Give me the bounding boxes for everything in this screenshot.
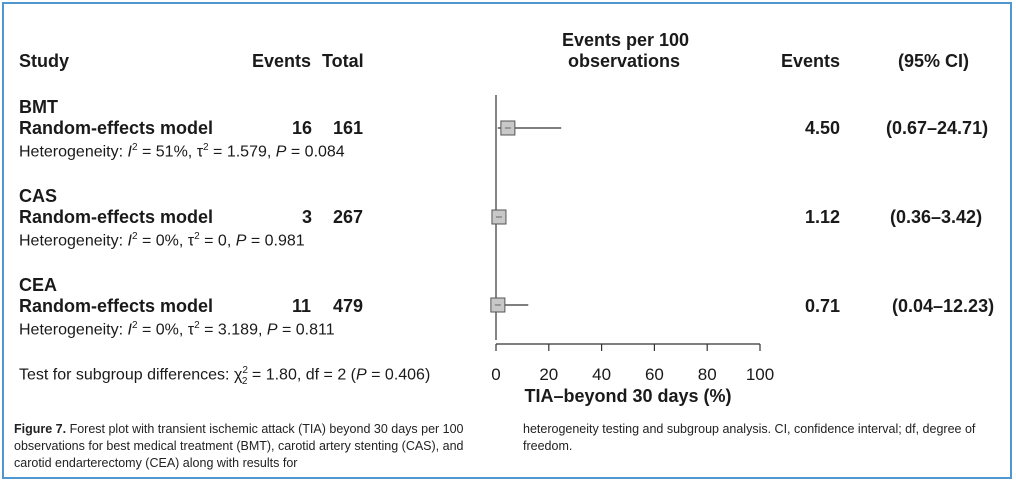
group-events-bmt: 16 xyxy=(292,118,313,138)
x-tick-label-100: 100 xyxy=(746,365,774,384)
heterogeneity-cas: Heterogeneity: I2 = 0%, τ2 = 0, P = 0.98… xyxy=(19,231,305,250)
figure-label: Figure 7. xyxy=(14,422,67,436)
heterogeneity-bmt: Heterogeneity: I2 = 51%, τ2 = 1.579, P =… xyxy=(19,142,345,161)
figure-caption-right: heterogeneity testing and subgroup analy… xyxy=(523,422,976,453)
group-model-bmt: Random-effects model xyxy=(19,118,214,138)
group-name-bmt: BMT xyxy=(19,97,58,117)
study-header: Study xyxy=(19,51,70,71)
ci-cea: (0.04–12.23) xyxy=(892,296,995,316)
plot-header-line2: observations xyxy=(568,51,681,71)
ci-cas: (0.36–3.42) xyxy=(890,207,983,227)
x-tick-label-60: 60 xyxy=(645,365,664,384)
caption-text-left: Forest plot with transient ischemic atta… xyxy=(14,422,464,470)
x-axis-label: TIA–beyond 30 days (%) xyxy=(524,386,731,406)
group-model-cas: Random-effects model xyxy=(19,207,214,227)
subgroup-test: Test for subgroup differences: χ22 = 1.8… xyxy=(19,365,431,387)
figure-caption-left: Figure 7. Forest plot with transient isc… xyxy=(14,421,484,472)
group-events-cea: 11 xyxy=(292,296,312,316)
heterogeneity-cea: Heterogeneity: I2 = 0%, τ2 = 3.189, P = … xyxy=(19,320,335,339)
estimate-bmt: 4.50 xyxy=(805,118,841,138)
estimate-cas: 1.12 xyxy=(805,207,841,227)
events-header: Events xyxy=(252,51,312,71)
group-model-cea: Random-effects model xyxy=(19,296,214,316)
group-total-cas: 267 xyxy=(333,207,364,227)
group-name-cea: CEA xyxy=(19,275,58,295)
plot-header-line1: Events per 100 xyxy=(562,30,690,50)
group-events-cas: 3 xyxy=(302,207,313,227)
right-events-header: Events xyxy=(781,51,841,71)
x-tick-label-40: 40 xyxy=(592,365,611,384)
total-header: Total xyxy=(322,51,364,71)
x-tick-label-80: 80 xyxy=(698,365,717,384)
ci-bmt: (0.67–24.71) xyxy=(886,118,989,138)
group-total-bmt: 161 xyxy=(333,118,364,138)
x-tick-label-20: 20 xyxy=(539,365,558,384)
group-total-cea: 479 xyxy=(333,296,364,316)
ci-header: (95% CI) xyxy=(898,51,970,71)
x-tick-label-0: 0 xyxy=(491,365,500,384)
group-name-cas: CAS xyxy=(19,186,58,206)
estimate-cea: 0.71 xyxy=(805,296,841,316)
